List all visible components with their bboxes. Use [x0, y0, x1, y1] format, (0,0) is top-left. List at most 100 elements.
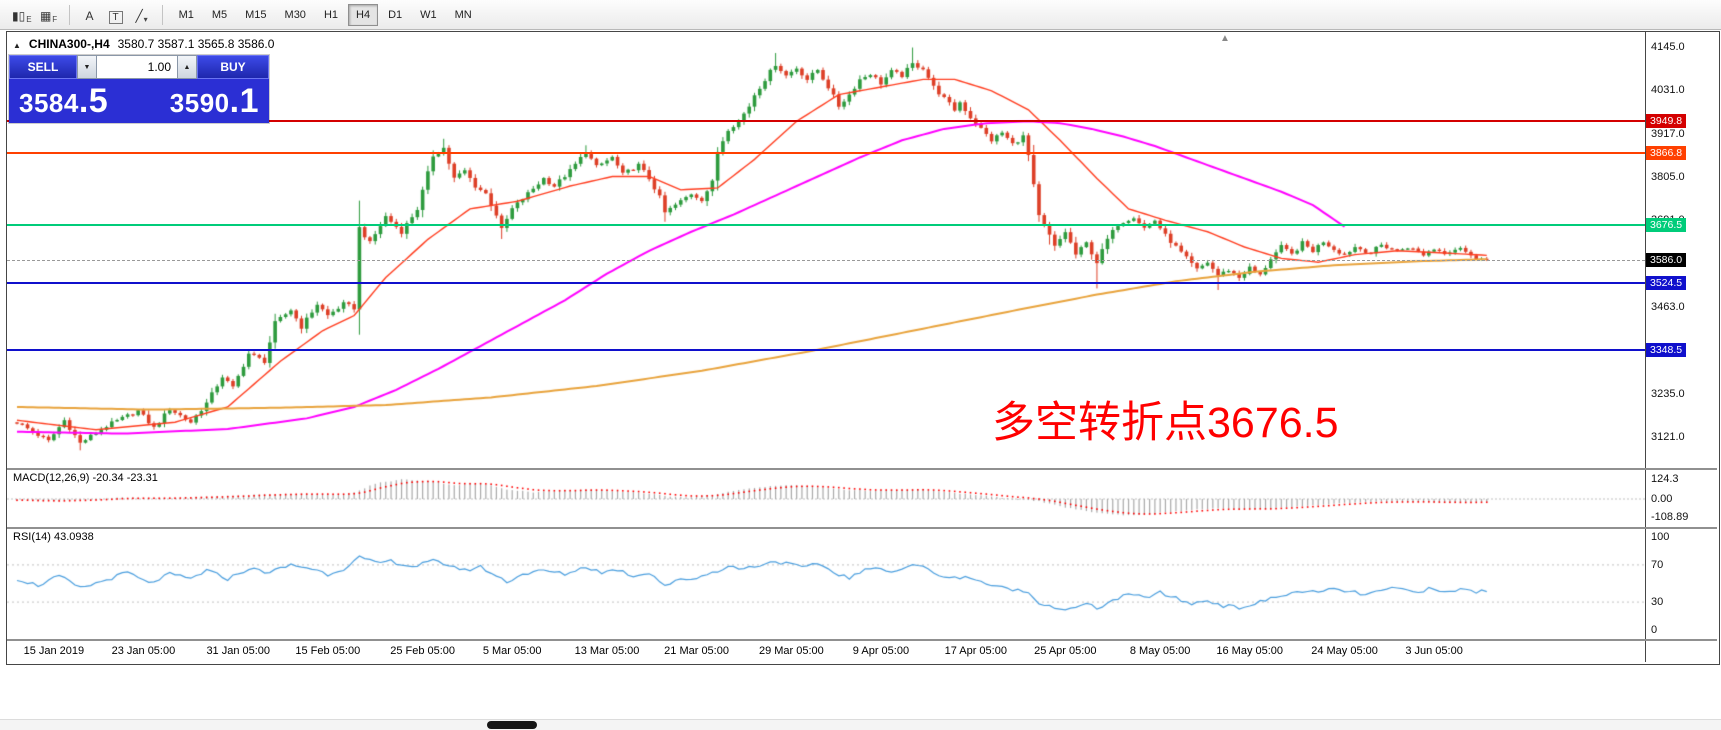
- volume-increase-button[interactable]: ▲: [177, 55, 197, 79]
- chart-shift-marker[interactable]: ▲: [1220, 33, 1230, 44]
- date-label: 17 Apr 05:00: [944, 645, 1007, 657]
- timeframe-m15-button[interactable]: M15: [237, 4, 274, 26]
- chart-grid-indicator-icon-glyph: ▦: [39, 9, 52, 24]
- resistance-line-3949[interactable]: [7, 120, 1645, 123]
- text-frame-tool-icon[interactable]: T: [103, 3, 129, 27]
- buy-price[interactable]: 3590.1: [170, 82, 259, 121]
- macd-axis-label: 124.3: [1651, 472, 1679, 485]
- text-annotation-tool-icon-glyph: A: [85, 9, 94, 24]
- timeframe-m1-button[interactable]: M1: [171, 4, 202, 26]
- price-tick-label: 3917.0: [1651, 127, 1685, 140]
- chart-candles-expert-icon-sub: E: [26, 14, 32, 24]
- pivot-line-3676[interactable]: [7, 224, 1645, 227]
- rsi-canvas[interactable]: [7, 529, 1645, 639]
- trade-panel-prices: 3584.5 3590.1: [9, 79, 269, 123]
- one-click-trading-panel: SELL ▼ ▲ BUY 3584.5 3590.1: [9, 55, 269, 123]
- buy-button[interactable]: BUY: [197, 55, 269, 79]
- top-toolbar: ▮▯ E ▦ F A T ╱ ▾ M1 M5 M15 M30 H1 H4 D1 W1 MN: [0, 0, 1721, 30]
- rsi-label: RSI(14) 43.0938: [13, 531, 94, 543]
- date-label: 21 Mar 05:00: [664, 645, 729, 657]
- price-level-label: 3949.8: [1646, 114, 1687, 129]
- rsi-panel[interactable]: RSI(14) 43.0938: [7, 529, 1645, 639]
- price-tick-label: 4031.0: [1651, 84, 1685, 97]
- date-label: 24 May 05:00: [1311, 645, 1378, 657]
- toolbar-separator: [161, 4, 163, 25]
- drawing-tools-dropdown-icon-sub: ▾: [143, 14, 148, 24]
- date-label: 15 Jan 2019: [23, 645, 85, 657]
- timeframe-w1-button[interactable]: W1: [412, 4, 445, 26]
- chart-candles-expert-icon[interactable]: ▮▯ E: [8, 3, 36, 27]
- buy-price-main: 3590: [169, 87, 230, 118]
- macd-canvas[interactable]: [7, 470, 1645, 527]
- volume-decrease-button[interactable]: ▼: [77, 55, 97, 79]
- price-level-label: 3524.5: [1646, 276, 1687, 291]
- panel-separator[interactable]: [7, 468, 1717, 470]
- drawing-tools-dropdown-icon-glyph: ╱: [135, 9, 143, 24]
- price-level-label: 3676.5: [1646, 218, 1687, 233]
- panel-separator[interactable]: [7, 527, 1717, 529]
- trade-panel-controls: SELL ▼ ▲ BUY: [9, 55, 269, 79]
- sell-price[interactable]: 3584.5: [19, 82, 108, 121]
- chart-annotation-text[interactable]: 多空转折点3676.5: [992, 399, 1339, 447]
- price-level-label: 3348.5: [1646, 343, 1687, 358]
- bid-price-line[interactable]: [7, 259, 1645, 261]
- date-label: 13 Mar 05:00: [574, 645, 640, 657]
- chart-window: ▲ CHINA300-,H4 3580.7 3587.1 3565.8 3586…: [6, 31, 1720, 665]
- macd-label: MACD(12,26,9) -20.34 -23.31: [13, 472, 158, 484]
- chart-tools-group: ▮▯ E ▦ F A T ╱ ▾: [8, 3, 170, 27]
- candlestick-canvas[interactable]: [7, 32, 1645, 468]
- price-tick-label: 3235.0: [1651, 387, 1685, 400]
- timeframe-h1-button[interactable]: H1: [316, 4, 346, 26]
- volume-input[interactable]: [97, 55, 177, 79]
- date-label: 15 Feb 05:00: [295, 645, 361, 657]
- text-annotation-tool-icon[interactable]: A: [77, 3, 103, 27]
- price-tick-label: 3805.0: [1651, 170, 1685, 183]
- price-chart-panel[interactable]: ▲ CHINA300-,H4 3580.7 3587.1 3565.8 3586…: [7, 32, 1645, 468]
- rsi-axis-label: 100: [1651, 531, 1670, 543]
- date-label: 8 May 05:00: [1129, 645, 1191, 657]
- date-label: 5 Mar 05:00: [482, 645, 542, 657]
- rsi-axis-label: 70: [1651, 558, 1664, 571]
- chart-grid-indicator-icon-sub: F: [52, 14, 58, 24]
- horizontal-scrollbar[interactable]: [0, 719, 1721, 730]
- timeframe-m5-button[interactable]: M5: [204, 4, 235, 26]
- sell-button[interactable]: SELL: [9, 55, 77, 79]
- drawing-tools-dropdown-icon[interactable]: ╱ ▾: [129, 3, 155, 27]
- price-level-label: 3866.8: [1646, 145, 1687, 160]
- resistance-line-3866[interactable]: [7, 151, 1645, 154]
- price-axis[interactable]: 3949.8 3866.8 3676.5 3586.0 3524.5 3348.5 4145…: [1645, 32, 1718, 662]
- date-label: 16 May 05:00: [1216, 645, 1284, 657]
- date-label: 9 Apr 05:00: [852, 645, 910, 657]
- rsi-axis-label: 30: [1651, 596, 1664, 609]
- support-line-3348[interactable]: [7, 349, 1645, 352]
- buy-price-pips: .1: [229, 81, 259, 120]
- support-line-3524[interactable]: [7, 282, 1645, 285]
- date-label: 29 Mar 05:00: [758, 645, 824, 657]
- symbol-info: ▲ CHINA300-,H4 3580.7 3587.1 3565.8 3586…: [13, 37, 274, 51]
- toolbar-separator: [68, 4, 70, 25]
- timeframe-h4-button[interactable]: H4: [348, 3, 379, 26]
- symbol-name: CHINA300-,H4: [28, 37, 110, 51]
- date-label: 3 Jun 05:00: [1405, 645, 1463, 657]
- timeframe-mn-button[interactable]: MN: [447, 4, 480, 26]
- symbol-ohlc-values: 3580.7 3587.1 3565.8 3586.0: [117, 37, 275, 51]
- date-label: 23 Jan 05:00: [111, 645, 176, 657]
- timeframe-d1-button[interactable]: D1: [380, 4, 410, 26]
- scrollbar-thumb[interactable]: [487, 721, 537, 729]
- macd-axis-label: 0.00: [1651, 493, 1673, 505]
- date-label: 31 Jan 05:00: [206, 645, 271, 657]
- date-label: 25 Apr 05:00: [1034, 645, 1097, 657]
- price-level-label: 3586.0: [1646, 252, 1687, 267]
- timeframe-m30-button[interactable]: M30: [277, 4, 314, 26]
- rsi-axis-label: 0: [1651, 624, 1658, 636]
- chart-candles-expert-icon-glyph: ▮▯: [12, 9, 26, 24]
- macd-panel[interactable]: MACD(12,26,9) -20.34 -23.31: [7, 470, 1645, 527]
- sell-price-pips: .5: [78, 81, 109, 120]
- chart-grid-indicator-icon[interactable]: ▦ F: [36, 3, 62, 27]
- price-tick-label: 3121.0: [1651, 431, 1685, 444]
- price-tick-label: 4145.0: [1651, 41, 1685, 53]
- panel-separator[interactable]: [7, 639, 1717, 641]
- time-axis[interactable]: 15 Jan 2019 23 Jan 05:00 31 Jan 05:00 15 Fe…: [7, 641, 1645, 662]
- text-frame-tool-icon-glyph: T: [108, 10, 123, 24]
